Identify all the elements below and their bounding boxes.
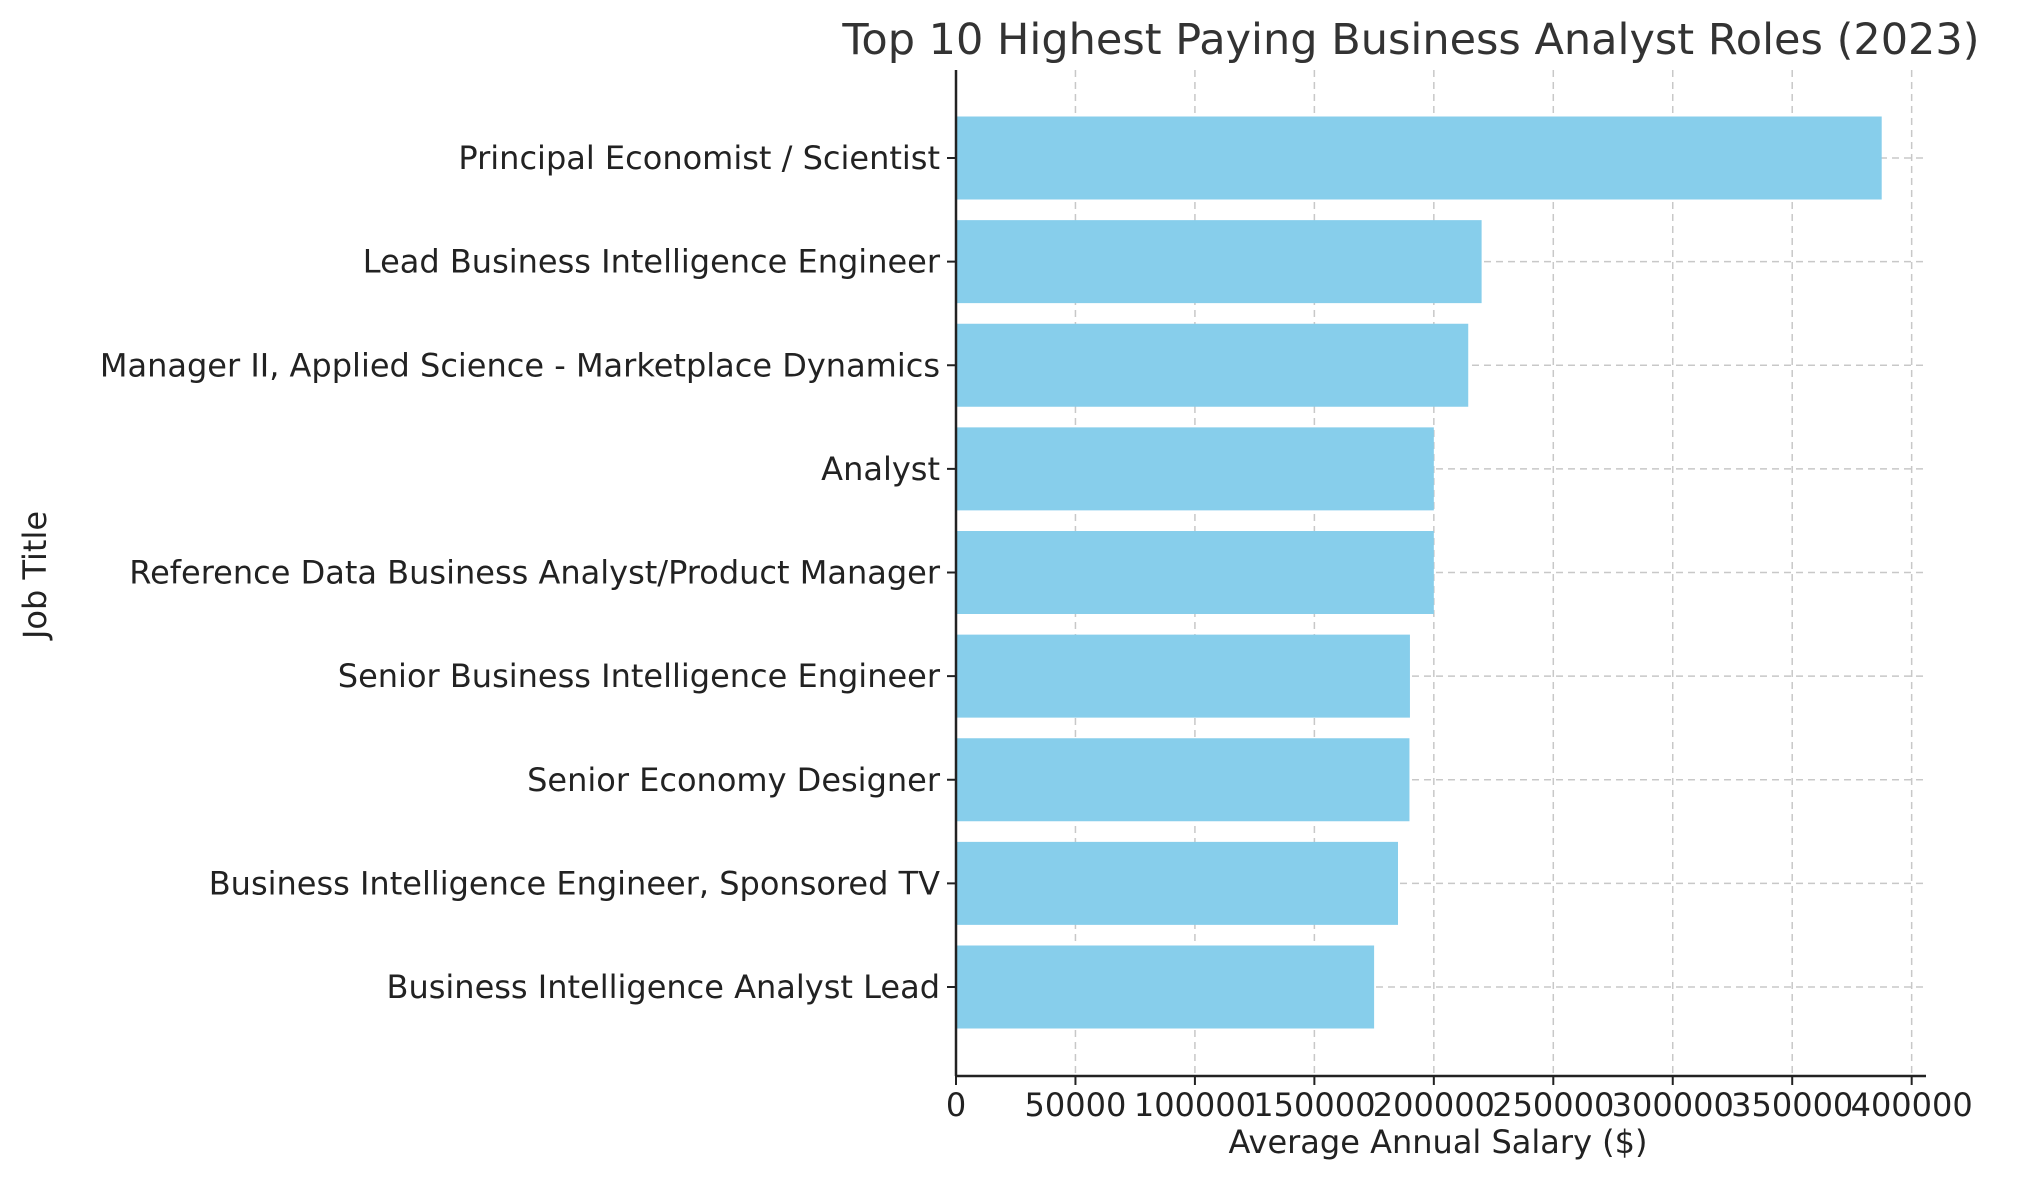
y-tick-label: Business Intelligence Engineer, Sponsore…: [209, 864, 940, 902]
y-tick-label: Lead Business Intelligence Engineer: [363, 243, 941, 281]
bar: [956, 220, 1482, 304]
bar: [956, 116, 1882, 200]
y-tick-label: Manager II, Applied Science - Marketplac…: [100, 346, 940, 384]
x-tick-label: 50000: [1025, 1086, 1127, 1124]
x-tick-label: 300000: [1612, 1086, 1734, 1124]
y-axis-ticks: Principal Economist / Scientist Lead Busi…: [100, 139, 956, 1006]
x-tick-label: 400000: [1851, 1086, 1973, 1124]
y-tick-label: Analyst: [821, 450, 940, 488]
bar: [956, 738, 1410, 822]
y-tick-label: Business Intelligence Analyst Lead: [386, 968, 940, 1006]
x-tick-label: 200000: [1373, 1086, 1495, 1124]
chart-title: Top 10 Highest Paying Business Analyst R…: [841, 15, 1979, 65]
x-axis-ticks: 0 50000 1000001500002000002500003000003500…: [946, 1076, 1973, 1124]
x-tick-label: 0: [946, 1086, 966, 1124]
x-axis-label: Average Annual Salary ($): [1229, 1123, 1648, 1161]
y-tick-label: Senior Economy Designer: [527, 761, 941, 799]
bar: [956, 531, 1434, 614]
x-tick-label: 350000: [1731, 1086, 1853, 1124]
x-tick-label: 250000: [1492, 1086, 1614, 1124]
y-tick-label: Principal Economist / Scientist: [458, 139, 940, 177]
bar: [956, 427, 1434, 511]
bar: [956, 841, 1398, 925]
x-tick-label: 100000: [1134, 1086, 1256, 1124]
bar: [956, 634, 1410, 718]
y-tick-label: Senior Business Intelligence Engineer: [338, 657, 941, 695]
bars: [956, 116, 1882, 1029]
y-tick-label: Reference Data Business Analyst/Product …: [129, 554, 941, 592]
bar: [956, 945, 1375, 1029]
bar: [956, 323, 1469, 407]
y-axis-label: Job Title: [16, 511, 54, 641]
x-tick-label: 150000: [1253, 1086, 1375, 1124]
